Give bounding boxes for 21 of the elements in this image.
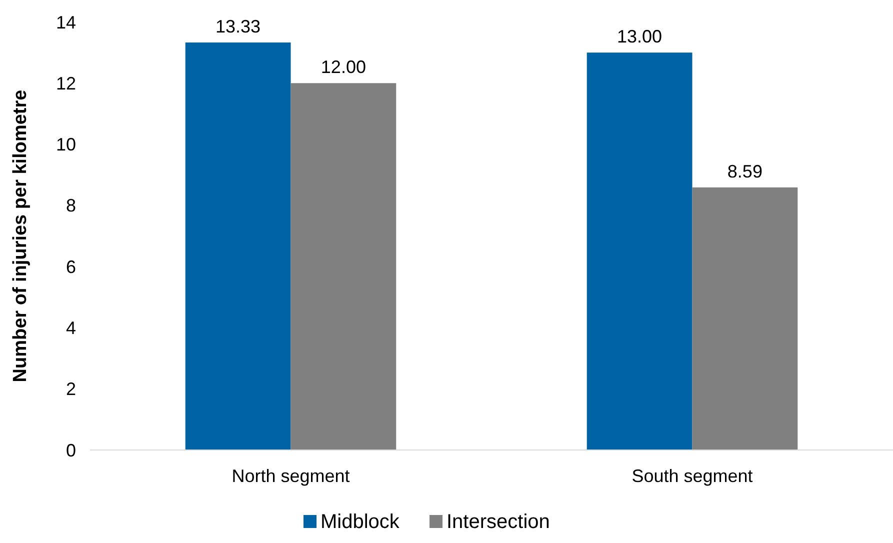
data-label: 13.00: [617, 26, 662, 47]
data-label: 8.59: [727, 161, 762, 182]
y-tick-label: 12: [56, 73, 76, 94]
legend-label: Midblock: [320, 511, 400, 533]
y-tick-label: 6: [66, 256, 76, 277]
legend-label: Intersection: [446, 511, 550, 533]
x-tick-label: South segment: [632, 466, 753, 486]
bar: [185, 42, 291, 450]
y-axis-title: Number of injuries per kilometre: [10, 90, 31, 382]
y-tick-label: 4: [66, 318, 76, 338]
data-label: 12.00: [320, 57, 366, 78]
bar: [692, 187, 798, 450]
bar: [586, 52, 692, 450]
y-tick-label: 14: [56, 12, 76, 32]
y-tick-label: 2: [66, 379, 76, 400]
y-tick-label: 0: [66, 440, 76, 460]
bar: [290, 83, 396, 450]
x-tick-label: North segment: [232, 466, 350, 486]
y-tick-label: 8: [66, 196, 76, 216]
data-label: 13.33: [216, 16, 261, 36]
y-tick-label: 10: [56, 134, 76, 155]
